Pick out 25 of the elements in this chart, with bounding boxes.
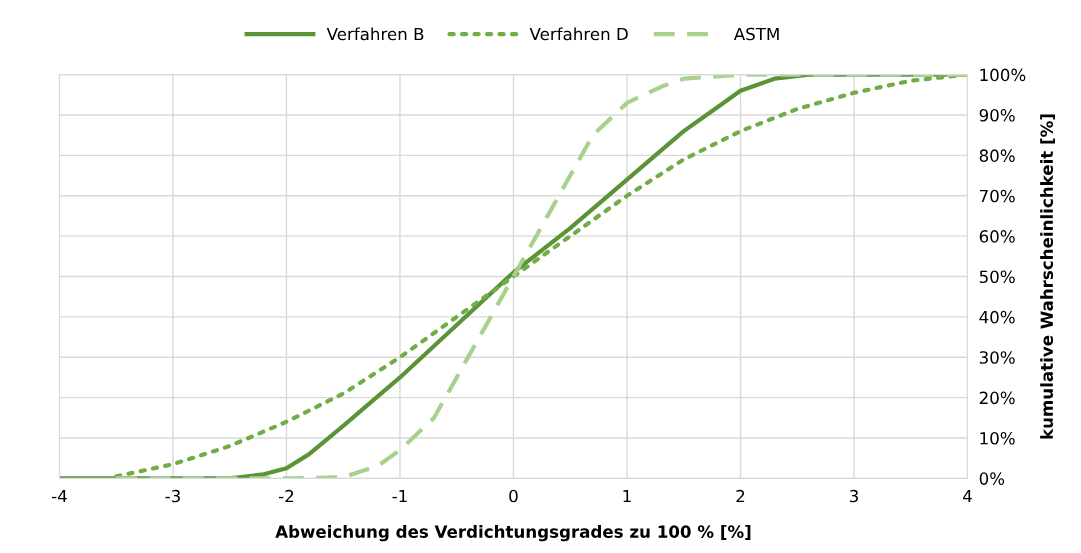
y-tick-label: 50% — [979, 270, 1015, 284]
y-tick-label: 30% — [979, 351, 1015, 364]
y-axis-title: kumulative Wahrscheinlichkeit [%] — [1040, 114, 1056, 439]
y-tick-label: 90% — [979, 108, 1015, 122]
y-tick-label: 60% — [979, 230, 1015, 243]
x-tick-label: -1 — [392, 489, 407, 503]
y-tick-label: 0% — [979, 472, 1005, 485]
x-tick-label: 3 — [849, 489, 858, 503]
y-tick-label: 40% — [979, 310, 1015, 324]
y-tick-label: 10% — [980, 431, 1015, 445]
x-tick-label: 2 — [736, 489, 745, 503]
y-tick-label: 80% — [979, 149, 1015, 162]
y-tick-label: 20% — [979, 391, 1015, 405]
x-tick-label: 4 — [963, 489, 972, 503]
x-tick-label: -3 — [165, 489, 180, 503]
legend-label: Verfahren B — [326, 27, 424, 41]
x-tick-label: -2 — [278, 489, 294, 503]
y-tick-label: 70% — [979, 189, 1015, 203]
x-tick-label: 0 — [509, 489, 518, 503]
x-axis-title: Abweichung des Verdichtungsgrades zu 100 % [%] — [275, 525, 751, 542]
x-tick-label: -4 — [51, 489, 67, 503]
legend-label: Verfahren D — [529, 27, 628, 41]
legend-label: ASTM — [733, 27, 779, 41]
y-tick-label: 100% — [980, 68, 1026, 82]
x-tick-label: 1 — [623, 489, 631, 503]
